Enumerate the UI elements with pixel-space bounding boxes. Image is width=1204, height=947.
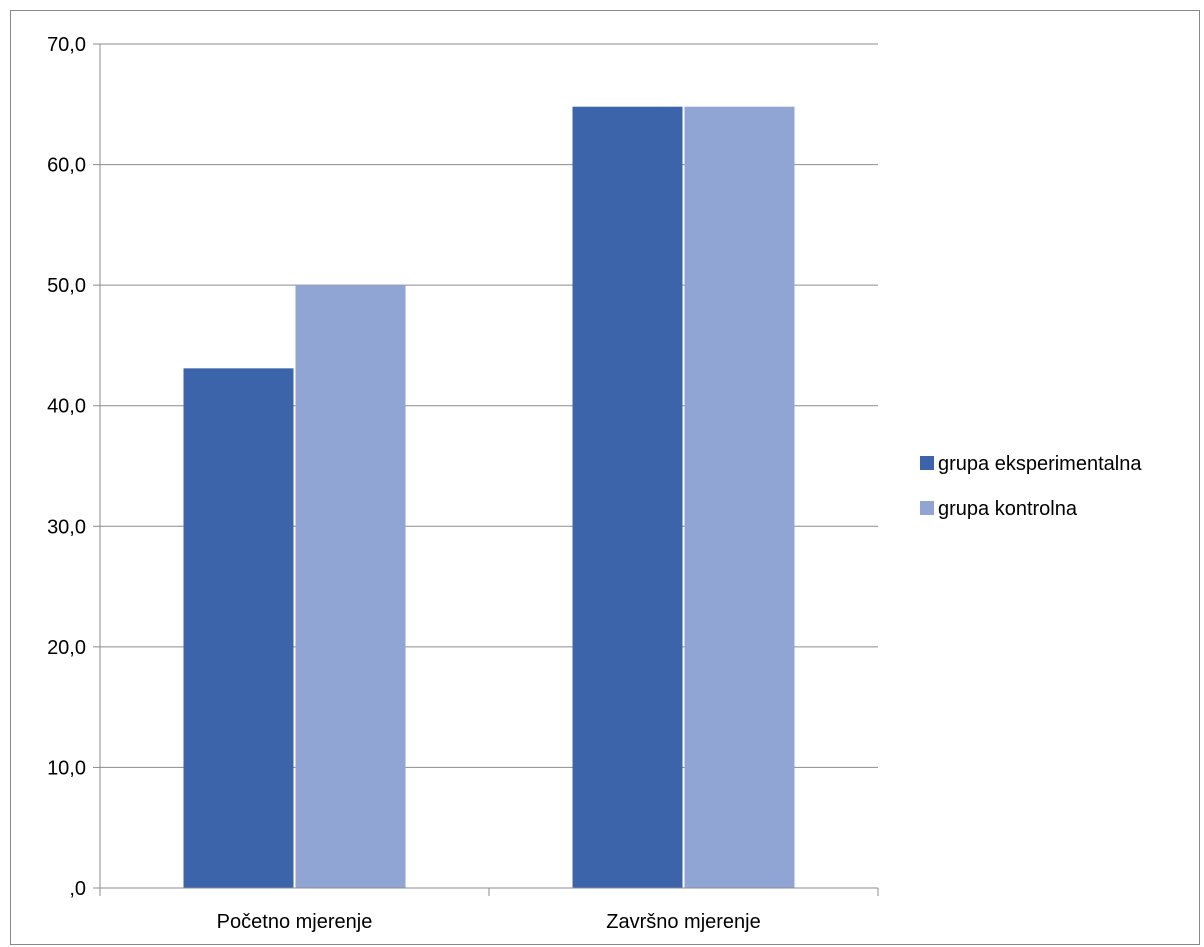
x-tick-label: Početno mjerenje (217, 911, 373, 933)
bar-grupa-eksperimentalna-0 (183, 368, 294, 888)
y-tick-label: 10,0 (47, 757, 86, 779)
legend-swatch (920, 501, 934, 515)
axes (93, 43, 879, 896)
y-tick-label: 50,0 (47, 275, 86, 297)
x-tick-labels: Početno mjerenje Završno mjerenje (217, 911, 761, 933)
y-tick-label: ,0 (69, 878, 86, 900)
bar-grupa-eksperimentalna-1 (572, 106, 683, 888)
y-tick-label: 40,0 (47, 396, 86, 418)
legend-label: grupa eksperimentalna (938, 453, 1142, 475)
y-tick-labels: ,0 10,0 20,0 30,0 40,0 50,0 60,0 70,0 (47, 34, 86, 900)
y-tick-label: 30,0 (47, 516, 86, 538)
legend: grupa eksperimentalna grupa kontrolna (920, 453, 1142, 520)
y-tick-label: 20,0 (47, 637, 86, 659)
bar-grupa-kontrolna-0 (295, 285, 406, 889)
legend-swatch (920, 456, 934, 470)
y-tick-label: 70,0 (47, 34, 86, 56)
y-tick-label: 60,0 (47, 155, 86, 177)
x-tick-label: Završno mjerenje (606, 911, 761, 933)
bar-grupa-kontrolna-1 (684, 106, 795, 888)
bars (183, 106, 795, 889)
legend-label: grupa kontrolna (938, 498, 1078, 520)
